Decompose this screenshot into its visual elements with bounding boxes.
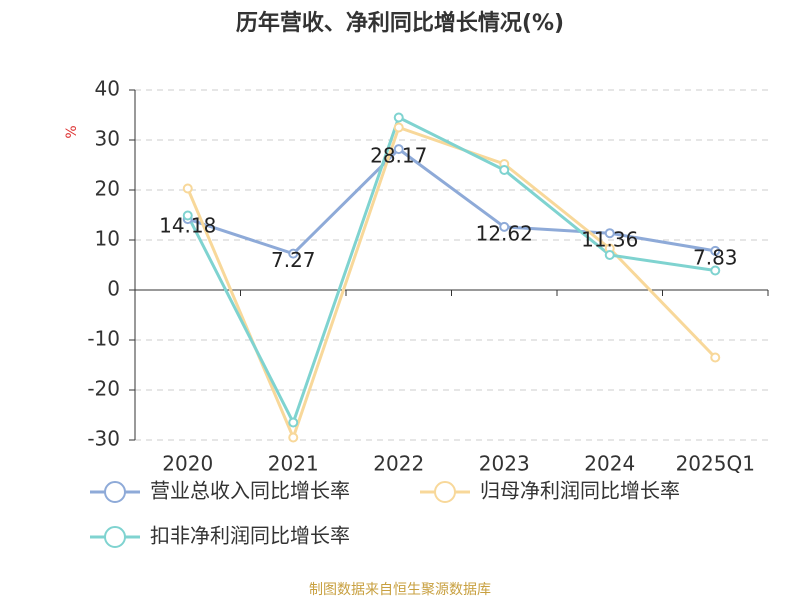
y-tick-label: -30: [87, 427, 120, 451]
point: [288, 432, 299, 443]
source-note: 制图数据来自恒生聚源数据库: [309, 582, 491, 598]
data-label: 7.27: [271, 248, 316, 272]
point: [499, 221, 510, 232]
point: [710, 245, 721, 256]
point: [710, 352, 721, 363]
point: [288, 417, 299, 428]
point: [288, 248, 299, 259]
legend-swatch: [104, 526, 126, 548]
y-tick-label: 0: [107, 277, 120, 301]
chart-title: 历年营收、净利同比增长情况(%): [236, 10, 564, 36]
data-label: 11.36: [581, 228, 638, 252]
x-tick-label: 2021: [268, 452, 319, 476]
y-tick-label: 20: [95, 177, 120, 201]
y-tick-label: 30: [95, 127, 120, 151]
point: [604, 228, 615, 239]
point: [393, 144, 404, 155]
y-tick-label: -10: [87, 327, 120, 351]
data-label: 7.83: [693, 245, 738, 269]
point: [182, 210, 193, 221]
legend-label: 归母净利润同比增长率: [480, 479, 680, 503]
point: [499, 165, 510, 175]
legend-swatch: [434, 481, 456, 503]
x-tick-label: 2024: [584, 452, 635, 476]
series-line: [187, 147, 716, 256]
y-axis-label: %: [64, 125, 80, 138]
legend-swatch: [104, 481, 126, 503]
y-tick-label: 10: [95, 227, 120, 251]
legend-label: 扣非净利润同比增长率: [150, 524, 350, 548]
x-tick-label: 2023: [479, 452, 530, 476]
x-tick-label: 2020: [162, 452, 213, 476]
series-line: [186, 115, 716, 427]
point: [604, 250, 615, 260]
series-line: [186, 125, 717, 442]
point: [182, 183, 193, 194]
point: [710, 265, 721, 276]
x-tick-label: 2025Q1: [676, 452, 755, 476]
y-tick-label: -20: [87, 377, 120, 401]
point: [393, 122, 404, 133]
point: [393, 112, 404, 123]
data-label: 14.18: [159, 214, 216, 238]
x-tick-label: 2022: [373, 452, 424, 476]
legend-label: 营业总收入同比增长率: [150, 479, 350, 503]
data-label: 12.62: [476, 221, 533, 245]
data-label: 28.17: [370, 144, 427, 168]
y-tick-label: 40: [95, 77, 120, 101]
